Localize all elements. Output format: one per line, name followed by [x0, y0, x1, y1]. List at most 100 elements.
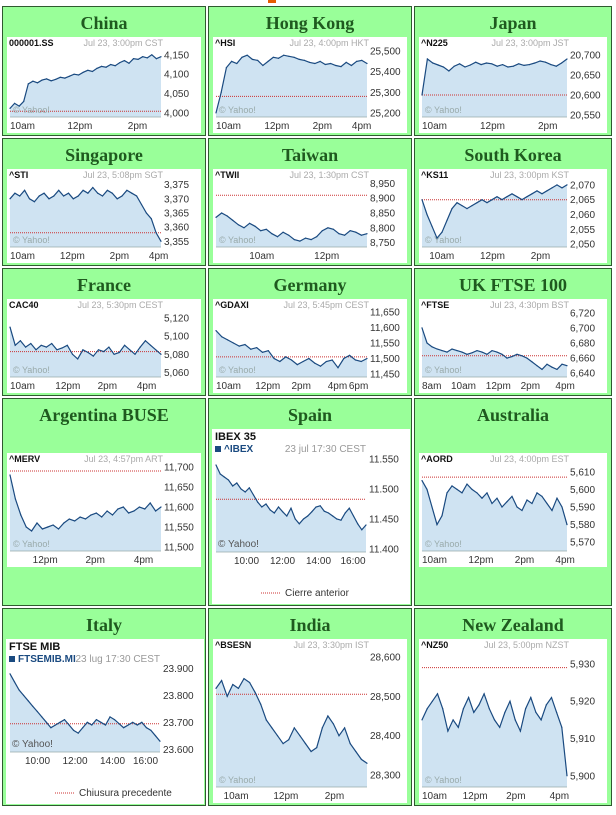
- data-point: [349, 230, 351, 232]
- x-tick-label: 2pm: [128, 121, 147, 132]
- watermark: © Yahoo!: [425, 539, 462, 549]
- series-line: [421, 480, 568, 527]
- x-tick-label: 4pm: [328, 381, 347, 392]
- data-point: [52, 524, 54, 526]
- data-point: [531, 502, 533, 505]
- data-point: [236, 482, 238, 484]
- x-tick-label: 12pm: [273, 791, 298, 802]
- data-point: [31, 530, 33, 532]
- data-point: [475, 61, 477, 63]
- data-point: [325, 360, 327, 363]
- data-point: [108, 346, 110, 348]
- data-point: [456, 202, 458, 204]
- data-point: [441, 231, 443, 233]
- data-point: [459, 63, 461, 65]
- x-tick-label: 4pm: [149, 251, 168, 262]
- series-area: [216, 678, 367, 787]
- data-point: [436, 237, 438, 239]
- x-tick-label: 12pm: [60, 251, 85, 262]
- data-point: [551, 366, 553, 368]
- chart-singapore: 3,375 3,370 3,365 3,360 3,355 10am 12pm 2pm 4pm ^…: [7, 169, 201, 263]
- data-point: [18, 689, 20, 691]
- data-point: [561, 363, 563, 365]
- data-point: [36, 82, 39, 84]
- y-tick-label: 11.550: [369, 455, 399, 466]
- data-point: [27, 83, 29, 85]
- data-point: [561, 187, 563, 189]
- chart-svg: 2,070 2,065 2,060 2,055 2,050 10am 12pm 2pm ^KS1…: [421, 170, 595, 262]
- y-tick-label: 11,700: [164, 463, 194, 474]
- data-point: [160, 240, 162, 242]
- data-point: [310, 750, 312, 753]
- data-point: [545, 704, 547, 706]
- data-point: [502, 64, 504, 66]
- x-tick-label: 2pm: [515, 555, 534, 566]
- x-tick-label: 14:00: [100, 756, 125, 767]
- chart-italy: 23.900 23.800 23.700 23.600 10:00 12:00 14:00 1…: [6, 639, 204, 804]
- data-point: [526, 357, 528, 359]
- data-point: [14, 192, 16, 194]
- series-line: [215, 212, 368, 242]
- y-tick-label: 28,400: [370, 731, 401, 742]
- data-point: [523, 64, 525, 66]
- data-point: [355, 750, 357, 753]
- data-point: [227, 479, 230, 481]
- data-point: [111, 192, 113, 194]
- y-tick-label: 3,370: [164, 194, 189, 205]
- chart-svg: 11,650 11,600 11,550 11,500 11,450 10am 12pm 2p…: [215, 300, 400, 392]
- data-point: [77, 195, 79, 197]
- series-area: [10, 327, 161, 377]
- data-point: [118, 723, 120, 725]
- data-point: [327, 715, 329, 717]
- x-tick-label: 10am: [224, 791, 249, 802]
- market-cell-italy: Italy 23.900 23.800 23.700 23.600 10:00 12:00 1…: [2, 608, 206, 806]
- y-tick-label: 8,800: [370, 223, 395, 234]
- data-point: [95, 512, 97, 514]
- data-point: [136, 195, 138, 197]
- chart-svg: 8,950 8,900 8,850 8,800 8,750 10am 12pm ^TWII Ju…: [215, 170, 395, 262]
- data-point: [357, 523, 359, 525]
- chart-svg: 25,500 25,400 25,300 25,200 10am 12pm 2pm 4pm ^H…: [215, 38, 401, 132]
- market-cell-singapore: Singapore 3,375 3,370 3,365 3,360 3,355 10am 12…: [2, 138, 206, 266]
- data-point: [481, 199, 483, 201]
- data-point: [437, 64, 439, 66]
- data-point: [546, 190, 548, 192]
- data-point: [491, 63, 493, 65]
- chart-spain: 11.550 11.500 11.450 11.400 10:00 12:00 14:00 1…: [212, 429, 410, 604]
- data-point: [41, 716, 43, 718]
- chart-new-zealand: 5,930 5,920 5,910 5,900 10am 12pm 2pm 4pm ^NZ50 J…: [419, 639, 607, 803]
- data-point: [446, 219, 448, 221]
- data-point: [90, 514, 92, 516]
- x-tick-label: 2pm: [313, 121, 332, 132]
- data-point: [485, 62, 487, 64]
- data-point: [36, 522, 38, 524]
- data-point: [426, 488, 428, 490]
- series-line: [9, 54, 162, 109]
- data-point: [344, 727, 346, 729]
- data-point: [366, 762, 368, 764]
- market-cell-germany: Germany 11,650 11,600 11,550 11,500 11,450 10a…: [208, 268, 412, 396]
- data-point: [14, 498, 16, 500]
- watermark: © Yahoo!: [13, 365, 50, 375]
- y-tick-label: 5,570: [570, 538, 595, 549]
- x-tick-label: 12pm: [33, 555, 58, 566]
- y-tick-label: 5,610: [570, 467, 595, 478]
- y-tick-label: 3,360: [164, 223, 189, 234]
- y-tick-label: 11,500: [370, 354, 400, 365]
- x-tick-label: 14:00: [306, 556, 331, 567]
- data-point: [257, 59, 259, 61]
- watermark: © Yahoo!: [425, 365, 462, 375]
- data-point: [282, 743, 284, 745]
- data-point: [566, 184, 568, 186]
- market-cell-argentina-buse: Argentina BUSE 11,700 11,650 11,600 11,550 11…: [2, 398, 206, 606]
- data-point: [451, 208, 453, 210]
- watermark: © Yahoo!: [219, 105, 256, 115]
- series-area: [422, 480, 567, 551]
- data-point: [219, 473, 221, 475]
- index-symbol: ^AORD: [421, 454, 453, 464]
- data-point: [155, 510, 157, 512]
- market-title: Singapore: [65, 145, 143, 165]
- x-tick-label: 12pm: [264, 121, 289, 132]
- x-tick-label: 2pm: [538, 121, 557, 132]
- x-tick-label: 4pm: [352, 121, 371, 132]
